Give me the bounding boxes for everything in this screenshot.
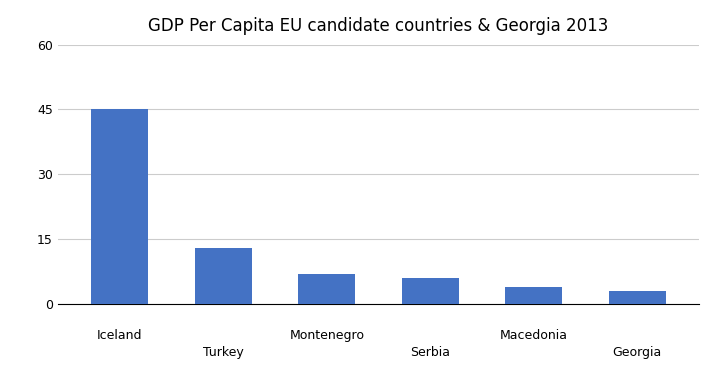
Bar [195, 248, 252, 304]
Bar [609, 291, 665, 304]
Bar [298, 274, 355, 304]
Bar [402, 278, 459, 304]
Bar [505, 287, 562, 304]
Title: GDP Per Capita EU candidate countries & Georgia 2013: GDP Per Capita EU candidate countries & … [149, 17, 609, 35]
Text: Turkey: Turkey [203, 346, 244, 359]
Text: Iceland: Iceland [97, 329, 143, 342]
Text: Georgia: Georgia [613, 346, 662, 359]
Text: Macedonia: Macedonia [500, 329, 567, 342]
Text: Montenegro: Montenegro [289, 329, 364, 342]
Bar [92, 109, 149, 304]
Text: Serbia: Serbia [410, 346, 451, 359]
